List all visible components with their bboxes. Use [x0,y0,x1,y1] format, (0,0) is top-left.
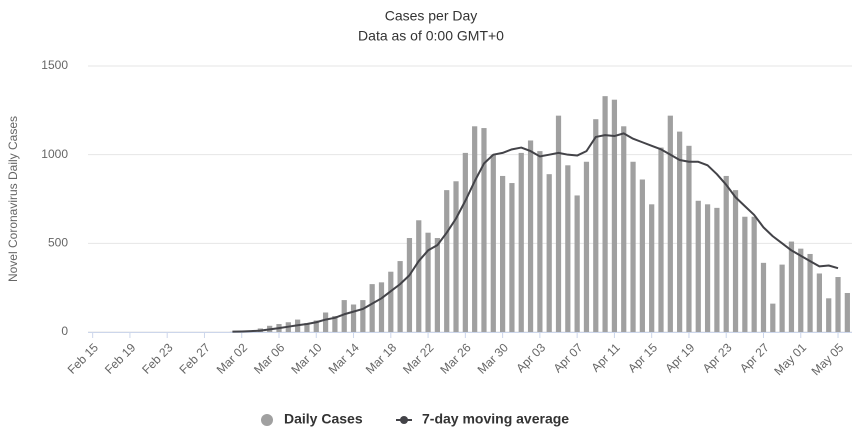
y-tick-label: 500 [48,236,68,250]
bar [723,175,729,332]
x-tick-label: Mar 02 [214,340,251,377]
bar [826,298,832,332]
bar [481,128,487,332]
legend-item: Daily Cases [261,411,363,427]
bar [686,145,692,332]
x-tick-label: Mar 22 [400,340,437,377]
x-tick-label: Feb 19 [102,340,139,377]
x-tick-label: Mar 06 [251,340,288,377]
bar [434,238,440,332]
bar [397,261,403,332]
bar [658,147,664,332]
x-tick-label: May 05 [809,340,847,378]
bar [630,161,636,332]
bar [388,271,394,332]
x-tick-label: Apr 15 [625,340,660,375]
legend-symbol [261,414,273,426]
bar [322,312,329,332]
y-tick-label: 1500 [41,58,68,72]
bar [369,284,375,332]
legend-item: 7-day moving average [396,411,569,427]
bar [602,96,608,332]
x-tick-label: Apr 23 [700,340,735,375]
x-tick-label: Apr 27 [737,340,772,375]
bar [583,161,590,332]
bar [472,126,478,332]
bar [444,190,450,332]
bar [332,316,338,332]
bar [751,216,757,332]
bar [490,154,496,332]
x-tick-label: Mar 14 [326,340,363,377]
bar [462,152,468,332]
bar [807,253,813,332]
bar [695,200,701,332]
bar [537,151,543,332]
moving-average-line [232,132,839,333]
x-tick-label: Feb 23 [139,340,176,377]
bar [770,303,776,332]
chart-title: Cases per Day [385,8,478,24]
x-tick-label: Mar 18 [363,340,400,377]
bar [639,179,645,332]
bar [546,174,552,332]
bar [416,220,422,332]
x-tick-label: Feb 15 [65,340,102,377]
bar [555,115,562,332]
bar [313,320,319,332]
bar [732,190,739,332]
x-tick-label: Apr 03 [513,340,548,375]
bar [742,216,748,332]
bar [304,323,310,332]
bar [714,207,720,332]
bar [425,232,431,332]
bar [779,264,785,332]
bar [593,119,599,332]
legend-label: 7-day moving average [422,411,569,427]
x-tick-label: Mar 26 [437,340,474,377]
legend-symbol [400,416,408,424]
chart-subtitle: Data as of 0:00 GMT+0 [358,28,504,44]
bar [518,152,524,332]
x-tick-label: Mar 30 [475,340,512,377]
bar [360,300,366,332]
bar [611,99,618,333]
x-tick-label: Feb 27 [177,340,214,377]
bar [835,277,841,332]
bar [621,126,627,332]
bar [844,292,850,332]
bar [788,241,795,332]
x-tick-label: Apr 11 [589,340,624,375]
bar [677,131,683,332]
bar [350,304,357,332]
y-axis-label: Novel Coronavirus Daily Cases [6,116,20,282]
bar [406,238,413,332]
bar [798,248,804,332]
bar [574,195,580,332]
bar [453,181,459,332]
bar [667,115,673,332]
bar [760,262,767,332]
bar [500,175,506,332]
x-tick-label: May 01 [771,340,809,378]
bar [527,140,534,332]
x-tick-label: Apr 07 [551,340,586,375]
x-tick-label: Mar 10 [288,340,325,377]
bar [649,204,655,332]
bar [704,204,711,332]
bar [509,183,515,332]
x-tick-label: Apr 19 [662,340,697,375]
bar [378,282,385,332]
bar [341,300,347,332]
legend-label: Daily Cases [284,411,363,427]
bar [565,165,571,332]
y-tick-label: 1000 [41,147,68,161]
y-tick-label: 0 [61,324,68,338]
bar [816,273,822,332]
